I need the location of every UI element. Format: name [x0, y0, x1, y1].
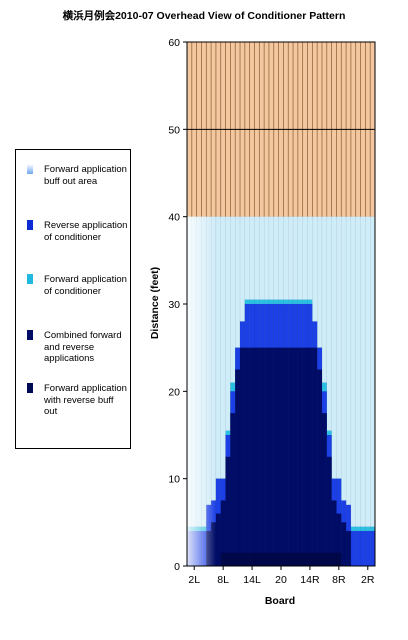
- bar-combined: [341, 522, 347, 567]
- legend-swatch: [27, 164, 33, 174]
- bar-reverse-buff-out: [263, 552, 270, 567]
- bar-reverse-buff-out: [307, 552, 313, 567]
- y-axis-title: Distance (feet): [149, 267, 161, 339]
- bar-reverse-buff-out: [220, 552, 226, 567]
- buff-out-fade-left: [187, 216, 216, 566]
- bar-reverse-buff-out: [317, 552, 323, 567]
- bar-reverse-buff-out: [235, 552, 241, 567]
- legend-swatch: [27, 383, 33, 393]
- bar-reverse-buff-out: [292, 552, 299, 567]
- legend-swatch: [27, 220, 33, 230]
- legend-label: Combined forward and reverse application…: [44, 330, 122, 364]
- bar-reverse-buff-out: [254, 552, 260, 567]
- bar-combined: [244, 347, 250, 567]
- bar-combined: [307, 347, 313, 567]
- bar-combined: [278, 347, 284, 567]
- bar-forward-buff-out: [355, 216, 361, 567]
- y-tick-label: 40: [168, 212, 180, 224]
- bar-reverse-buff-out: [259, 552, 265, 567]
- bar-reverse-buff-out: [326, 552, 332, 567]
- y-tick-label: 60: [168, 37, 180, 49]
- axes: 0 10 20 30 40 50 60 2L 8L 14L 20 14R 8R 2R: [168, 37, 376, 586]
- bar-combined: [230, 413, 236, 567]
- legend-label: Forward application buff out area: [44, 164, 127, 187]
- bar-reverse-buff-out: [225, 552, 231, 567]
- bar-reverse-buff-out: [283, 552, 289, 567]
- bar-combined: [283, 347, 289, 567]
- x-tick-label: 8R: [332, 574, 346, 586]
- y-tick-label: 30: [168, 299, 180, 311]
- y-tick-label: 10: [168, 474, 180, 486]
- bar-combined: [254, 347, 260, 567]
- bar-combined: [292, 347, 299, 567]
- bar-combined: [259, 347, 265, 567]
- bar-combined: [288, 347, 294, 567]
- x-tick-label: 14L: [243, 574, 261, 586]
- bar-forward-buff-out: [350, 216, 356, 567]
- legend-label: Reverse application of conditioner: [44, 220, 128, 243]
- bar-combined: [249, 347, 255, 567]
- bar-reverse-buff-out: [331, 552, 337, 567]
- bar-forward-buff-out: [365, 216, 371, 567]
- bar-combined: [312, 347, 318, 567]
- bar-reverse-buff-out: [273, 552, 279, 567]
- x-tick-label: 14R: [300, 574, 320, 586]
- bar-combined: [235, 369, 241, 567]
- legend-swatch: [27, 330, 33, 340]
- bar-forward-buff-out: [370, 216, 376, 567]
- bar-combined: [326, 456, 332, 567]
- bar-reverse: [355, 530, 361, 567]
- y-tick-label: 0: [174, 561, 180, 573]
- x-tick-label: 2R: [361, 574, 375, 586]
- bar-reverse-buff-out: [321, 552, 327, 567]
- bar-reverse: [360, 530, 366, 567]
- chart-title: 横浜月例会2010-07 Overhead View of Conditione…: [62, 10, 346, 22]
- gridlines: [186, 42, 376, 217]
- bar-combined: [273, 347, 279, 567]
- bar-reverse-buff-out: [278, 552, 284, 567]
- bar-combined: [263, 347, 270, 567]
- legend-label: Forward application of conditioner: [44, 274, 127, 297]
- bar-combined: [239, 347, 245, 567]
- bar-reverse-buff-out: [336, 552, 342, 567]
- bar-combined: [302, 347, 308, 567]
- y-tick-label: 50: [168, 124, 180, 136]
- bar-reverse-buff-out: [312, 552, 318, 567]
- bar-reverse-buff-out: [244, 552, 250, 567]
- bar-reverse-buff-out: [297, 552, 303, 567]
- legend-label: Forward application with reverse buff ou…: [44, 383, 127, 417]
- bar-reverse: [350, 530, 356, 567]
- bar-combined: [317, 369, 323, 567]
- bars: [186, 216, 376, 567]
- bar-reverse-buff-out: [249, 552, 255, 567]
- x-tick-label: 2L: [188, 574, 200, 586]
- x-tick-label: 20: [275, 574, 287, 586]
- bar-forward-buff-out: [360, 216, 366, 567]
- y-tick-label: 20: [168, 386, 180, 398]
- bar-reverse-buff-out: [239, 552, 245, 567]
- bar-reverse: [365, 530, 371, 567]
- bar-combined: [321, 413, 327, 567]
- bar-reverse: [370, 530, 376, 567]
- bar-combined: [268, 347, 274, 567]
- x-tick-label: 8L: [217, 574, 229, 586]
- bar-combined: [297, 347, 303, 567]
- bar-reverse-buff-out: [302, 552, 308, 567]
- legend-swatch: [27, 274, 33, 284]
- x-axis-title: Board: [265, 595, 295, 607]
- bar-combined: [215, 513, 221, 567]
- bar-reverse-buff-out: [288, 552, 294, 567]
- bar-combined: [225, 456, 231, 567]
- bar-reverse-buff-out: [268, 552, 274, 567]
- bar-combined: [345, 530, 352, 567]
- bar-reverse-buff-out: [230, 552, 236, 567]
- legend: Forward application buff out area Revers…: [15, 149, 131, 449]
